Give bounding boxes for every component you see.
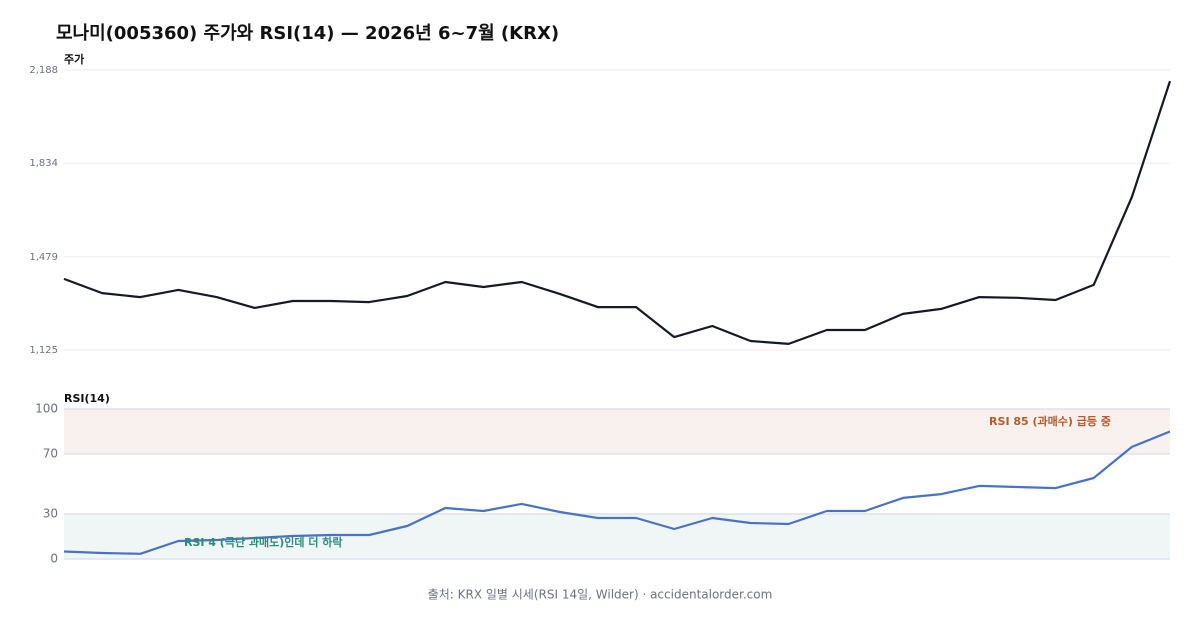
data-line — [63, 80, 1172, 345]
chart-title: 모나미(005360) 주가와 RSI(14) — 2026년 6~7월 (KR… — [56, 23, 559, 44]
panel-label: 주가 — [64, 52, 84, 66]
y-tick-label: 0 — [50, 552, 58, 566]
y-tick-label: 1,125 — [29, 345, 58, 356]
data-line — [63, 430, 1171, 555]
y-tick-label: 1,834 — [29, 158, 58, 169]
y-tick-label: 2,188 — [29, 65, 58, 76]
annotation: RSI 85 (과매수) 급등 중 — [989, 414, 1111, 428]
y-tick-label: 30 — [43, 507, 58, 521]
zone-band — [64, 409, 1170, 454]
y-tick-label: 1,479 — [29, 252, 58, 263]
y-tick-label: 70 — [43, 447, 58, 461]
y-tick-label: 100 — [35, 402, 58, 416]
source: 출처: KRX 일별 시세(RSI 14일, Wilder) · acciden… — [428, 588, 773, 602]
panel-label: RSI(14) — [64, 392, 110, 405]
annotation: RSI 4 (극단 과매도)인데 더 하락 — [184, 535, 343, 549]
zone-band — [64, 514, 1170, 559]
